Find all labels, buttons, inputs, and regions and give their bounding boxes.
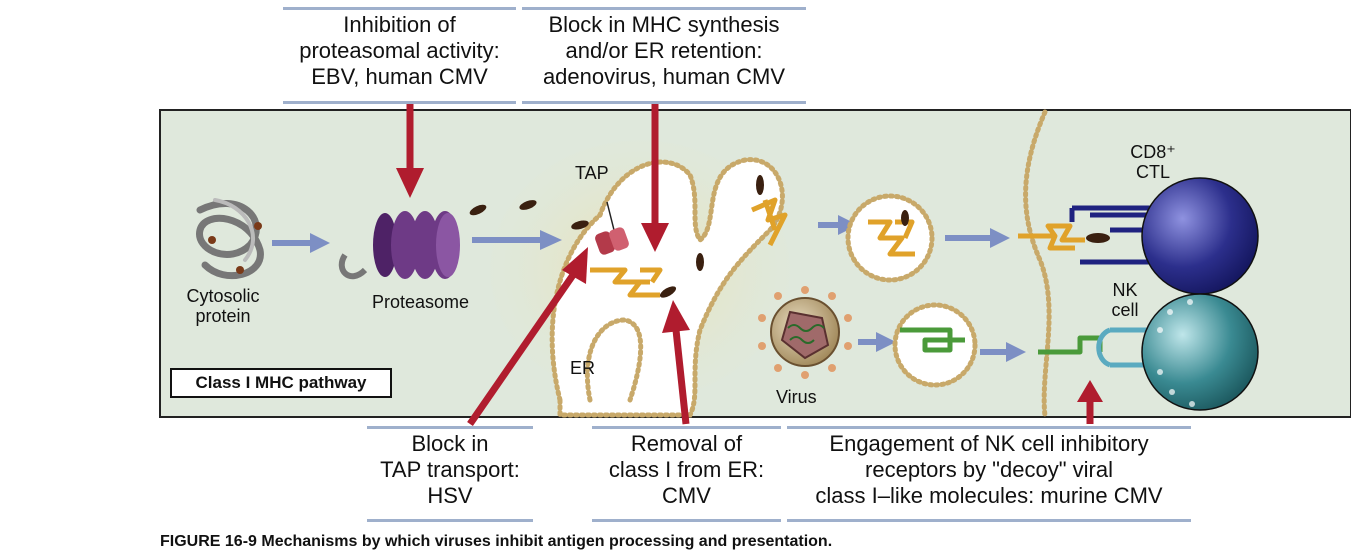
flow-arrow-4 xyxy=(945,228,1010,248)
flow-arrow-2 xyxy=(472,230,562,250)
callout-line: Block in xyxy=(411,431,489,456)
inhibition-arrow-er-removal xyxy=(662,300,690,425)
callout-line: class I from ER: xyxy=(608,457,765,482)
callout-line: and/or ER retention: xyxy=(565,38,763,63)
proteasome-icon xyxy=(338,211,460,280)
flow-arrow-1 xyxy=(272,233,330,253)
callout-line: HSV xyxy=(427,483,473,508)
mhc-class-i-er xyxy=(590,267,663,298)
callout-line: Inhibition of xyxy=(343,12,456,37)
label-proteasome: Proteasome xyxy=(372,292,470,312)
callout-line: TAP transport: xyxy=(380,457,520,482)
callout-nk-decoy: Engagement of NK cell inhibitory recepto… xyxy=(787,426,1191,522)
figure-caption: FIGURE 16-9 Mechanisms by which viruses … xyxy=(160,533,833,550)
decoy-vesicle xyxy=(892,302,978,388)
callout-er-removal: Removal of class I from ER: CMV xyxy=(592,426,781,522)
callout-line: Block in MHC synthesis xyxy=(548,12,780,37)
label-cd8-ctl: CD8⁺ CTL xyxy=(1128,142,1178,182)
callout-line: adenovirus, human CMV xyxy=(542,64,786,89)
pathway-label: Class I MHC pathway xyxy=(170,368,392,398)
callout-proteasome-inhibition: Inhibition of proteasomal activity: EBV,… xyxy=(283,7,516,104)
peptide-fragments xyxy=(469,175,764,298)
label-line: CD8⁺ xyxy=(1130,142,1176,162)
label-line: NK xyxy=(1112,280,1138,300)
callout-line: EBV, human CMV xyxy=(311,64,488,89)
label-er: ER xyxy=(570,358,596,378)
callout-line: Removal of xyxy=(630,431,743,456)
cytosolic-protein-icon xyxy=(196,198,264,280)
label-line: CTL xyxy=(1135,162,1170,182)
label-tap: TAP xyxy=(575,163,609,183)
virus-icon xyxy=(758,286,852,379)
inhibition-arrow-nk-decoy xyxy=(1077,380,1103,424)
callout-line: class I–like molecules: murine CMV xyxy=(815,483,1163,508)
tap-transporter-icon xyxy=(595,201,629,255)
flow-arrow-5 xyxy=(858,332,896,352)
plasma-membrane xyxy=(1023,109,1052,419)
callout-line: CMV xyxy=(662,483,711,508)
callout-line: proteasomal activity: xyxy=(299,38,500,63)
surface-mhc-tcr-complex xyxy=(1018,205,1150,265)
inhibition-arrow-mhc-synthesis xyxy=(641,104,669,252)
callout-line: Engagement of NK cell inhibitory xyxy=(829,431,1149,456)
callout-line: receptors by "decoy" viral xyxy=(865,457,1113,482)
transport-vesicle-mhc xyxy=(845,193,935,283)
inhibition-arrow-proteasome xyxy=(396,104,424,198)
callout-tap-block: Block in TAP transport: HSV xyxy=(367,426,533,522)
nk-cell xyxy=(1141,293,1259,411)
er-lumen xyxy=(549,157,785,418)
label-line: protein xyxy=(195,306,251,326)
er-inner-fold xyxy=(584,317,644,403)
label-line: cell xyxy=(1111,300,1139,320)
label-virus: Virus xyxy=(776,387,817,407)
inhibition-arrow-tap xyxy=(467,247,588,426)
cd8-ctl-cell xyxy=(1141,177,1259,295)
flow-arrow-6 xyxy=(980,342,1026,362)
callout-mhc-synthesis-block: Block in MHC synthesis and/or ER retenti… xyxy=(522,7,806,104)
er-bud-vesicle xyxy=(751,197,788,247)
label-nk-cell: NK cell xyxy=(1100,280,1150,320)
label-cytosolic-protein: Cytosolic protein xyxy=(183,286,263,326)
label-line: Cytosolic xyxy=(186,286,260,306)
